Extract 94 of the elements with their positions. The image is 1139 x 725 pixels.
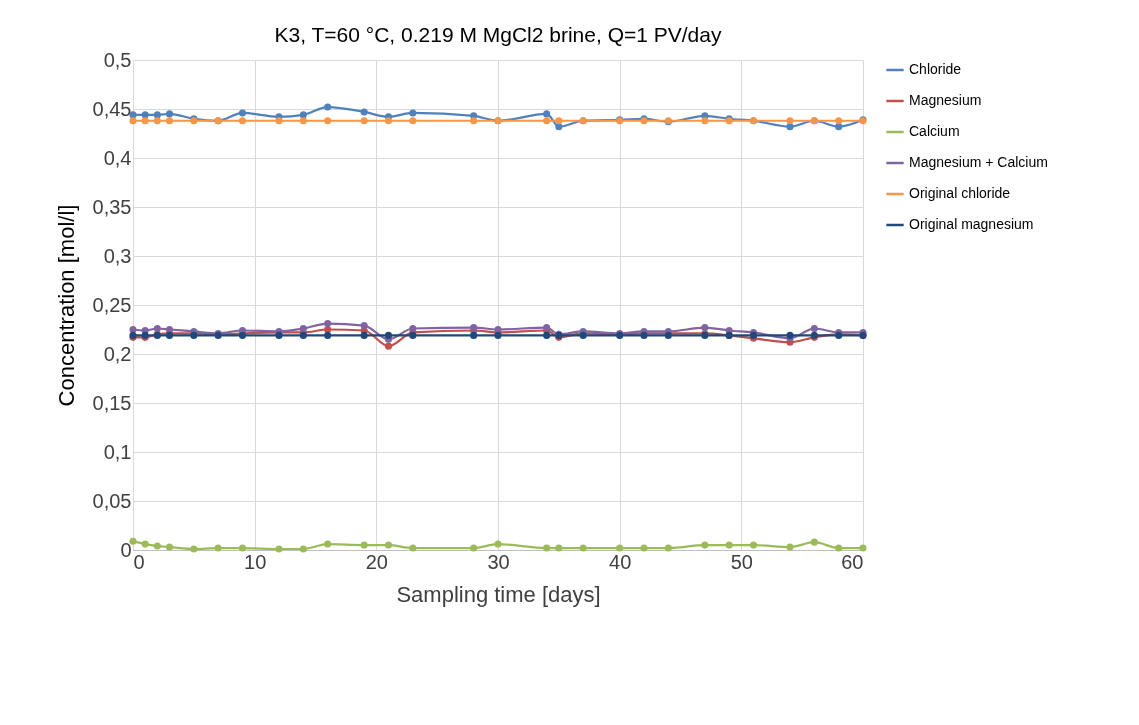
point: [555, 117, 563, 125]
point: [360, 108, 368, 116]
point: [165, 325, 174, 334]
point: [810, 538, 818, 546]
point: [141, 540, 149, 548]
point: [275, 117, 283, 125]
y-tick-label: 0,35: [92, 195, 132, 218]
point: [324, 117, 332, 125]
point: [470, 117, 478, 125]
legend-label: Calcium: [909, 123, 960, 139]
point: [543, 117, 551, 125]
point: [384, 117, 393, 125]
point: [470, 331, 478, 339]
point: [275, 545, 283, 553]
x-axis-title: Sampling time [days]: [396, 581, 601, 607]
point: [725, 541, 733, 549]
point: [555, 544, 563, 552]
point: [786, 117, 794, 125]
point: [384, 331, 393, 339]
point: [835, 123, 843, 131]
point: [701, 324, 709, 332]
point: [165, 543, 174, 551]
point: [384, 541, 393, 549]
point: [470, 544, 478, 552]
point: [409, 544, 417, 552]
point: [579, 544, 587, 552]
y-tick-label: 0,3: [103, 244, 132, 267]
legend-label: Original chloride: [909, 185, 1011, 201]
point: [165, 110, 174, 118]
point: [360, 541, 368, 549]
point: [299, 545, 307, 553]
x-tick-label: 50: [730, 550, 753, 573]
point: [324, 540, 332, 548]
x-tick-label: 40: [609, 550, 632, 573]
point: [153, 542, 161, 550]
point: [859, 544, 867, 552]
legend-label: Original magnesium: [909, 216, 1034, 232]
y-tick-label: 0,1: [103, 440, 132, 463]
point: [238, 109, 247, 117]
point: [555, 123, 563, 131]
point: [640, 544, 648, 552]
point: [153, 117, 161, 125]
point: [409, 117, 417, 125]
point: [409, 324, 417, 333]
chart-title: K3, T=60 °C, 0.219 M MgCl2 brine, Q=1 PV/day: [274, 23, 722, 46]
point: [749, 541, 758, 549]
point: [238, 544, 247, 552]
point: [409, 109, 417, 117]
point: [129, 117, 137, 125]
point: [786, 123, 794, 131]
point: [324, 331, 332, 339]
point: [664, 544, 672, 552]
x-tick-label: 30: [487, 550, 510, 573]
point: [153, 324, 161, 333]
point: [543, 544, 551, 552]
point: [299, 117, 307, 125]
point: [129, 537, 137, 545]
point: [786, 543, 794, 551]
legend-label: Magnesium: [909, 92, 982, 108]
point: [616, 544, 624, 552]
point: [701, 541, 709, 549]
point: [360, 331, 368, 339]
y-tick-label: 0,25: [92, 293, 132, 316]
point: [835, 117, 843, 125]
point: [129, 325, 137, 334]
legend-label: Chloride: [909, 61, 962, 77]
point: [360, 117, 368, 125]
y-tick-label: 0,15: [92, 391, 132, 414]
point: [360, 322, 368, 330]
point: [810, 324, 818, 333]
y-tick-label: 0,5: [103, 48, 132, 71]
x-tick-label: 60: [841, 550, 864, 573]
legend-label: Magnesium + Calcium: [909, 154, 1048, 170]
point: [299, 324, 307, 333]
x-tick-label: 10: [244, 550, 267, 573]
point: [324, 103, 332, 111]
point: [543, 331, 551, 339]
point: [494, 540, 502, 548]
point: [238, 117, 247, 125]
y-tick-label: 0,05: [92, 489, 132, 512]
point: [835, 544, 843, 552]
point: [324, 320, 332, 328]
y-tick-label: 0,45: [92, 97, 132, 120]
point: [190, 545, 198, 553]
x-tick-label: 20: [365, 550, 388, 573]
point: [384, 342, 393, 350]
point: [214, 544, 222, 552]
y-tick-label: 0,2: [103, 342, 132, 365]
point: [141, 117, 149, 125]
point: [701, 117, 709, 125]
point: [543, 110, 551, 118]
point: [165, 117, 174, 125]
y-axis-title: Concentration [mol/l]: [53, 204, 79, 407]
y-tick-label: 0,4: [103, 146, 132, 169]
